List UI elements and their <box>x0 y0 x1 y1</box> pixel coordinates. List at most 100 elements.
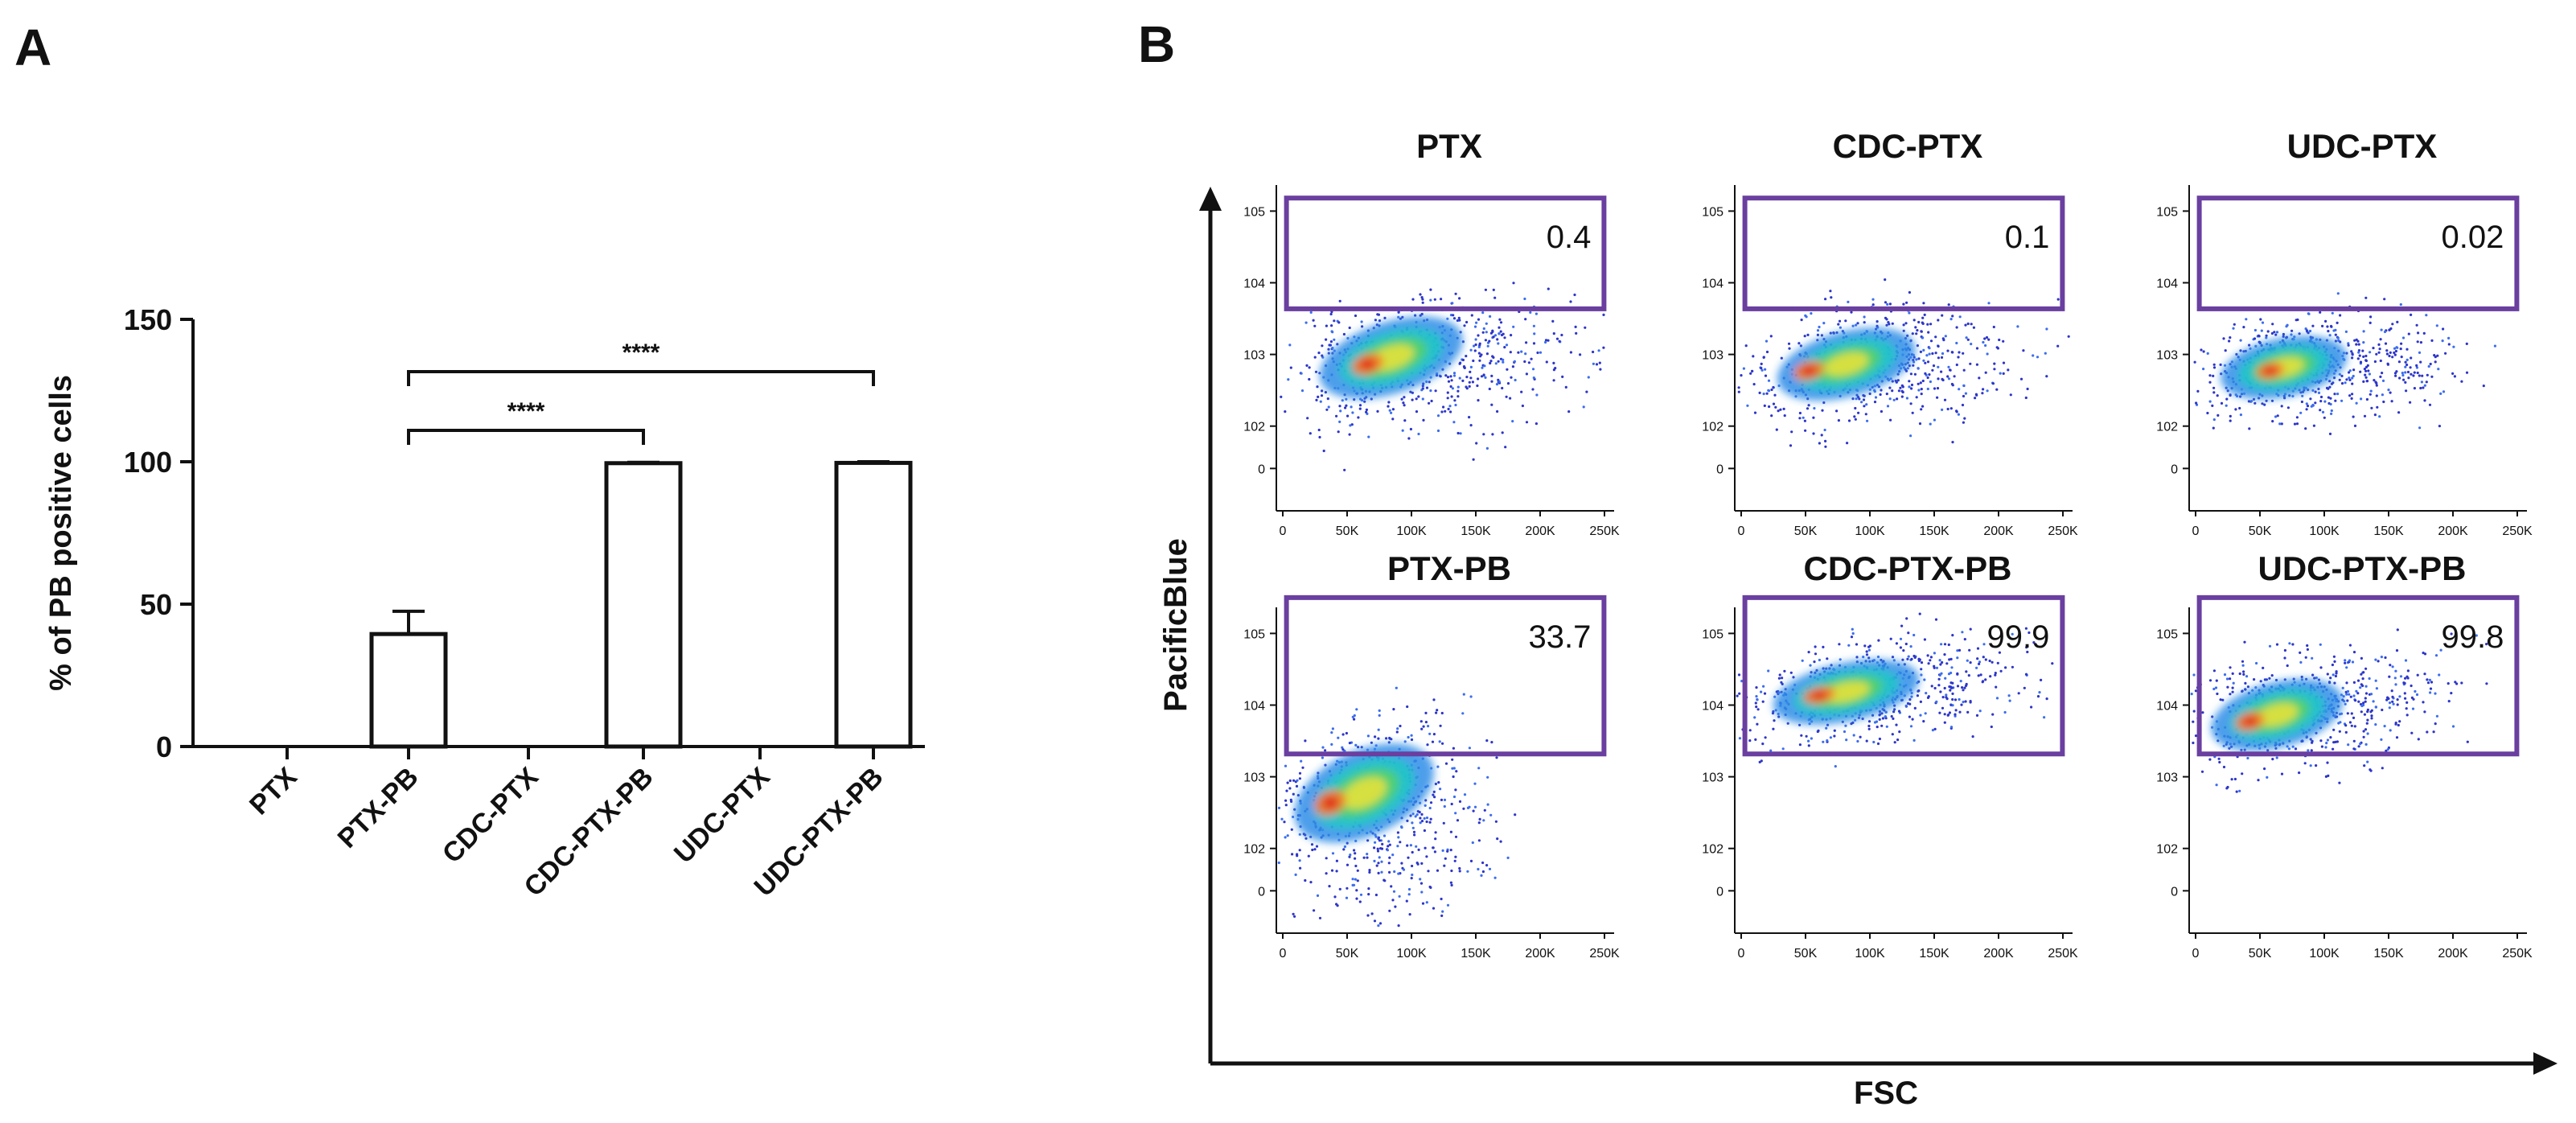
plot-x-tick-label: 200K <box>1983 524 2014 538</box>
plot-y-tick-label: 102 <box>2156 843 2178 857</box>
plot-x-tick-label: 100K <box>1855 524 1885 538</box>
panel-a-label: A <box>14 19 52 76</box>
plot-x-tick-label: 250K <box>1589 947 1620 961</box>
gate-rectangle <box>1284 195 1607 311</box>
plot-y-tick-label: 102 <box>1243 843 1265 857</box>
plot-y-tick-label: 103 <box>1243 349 1265 363</box>
gate-percent: 99.9 <box>1987 619 2050 655</box>
gate-rectangle <box>1742 195 2065 311</box>
plot-y-tick-label: 104 <box>1702 700 1723 714</box>
significance-bracket <box>407 370 875 386</box>
plot-y-tick-label: 103 <box>1702 349 1723 363</box>
plot-y-tick-label: 105 <box>1243 205 1265 219</box>
plot-x-tick-label: 100K <box>2309 524 2340 538</box>
plot-x-tick-label: 0 <box>1280 524 1287 538</box>
plot-y-tick-label: 104 <box>2156 700 2178 714</box>
plot-title: CDC-PTX-PB <box>1804 549 2012 587</box>
plot-x-tick-label: 150K <box>1919 524 1949 538</box>
plot-y-tick-label: 104 <box>1243 278 1265 291</box>
plot-x-tick-label: 200K <box>1525 947 1555 961</box>
plot-y-tick-label: 0 <box>1258 463 1265 476</box>
x-axis-arrow <box>2533 1052 2558 1075</box>
gate-rectangle <box>1284 594 1607 757</box>
plot-y-tick-label: 0 <box>1716 463 1723 476</box>
x-tick-label: PTX-PB <box>332 762 425 854</box>
plot-x-tick-label: 0 <box>1738 524 1745 538</box>
x-axis-title: FSC <box>1854 1076 1918 1111</box>
plot-x-tick-label: 100K <box>1855 947 1885 961</box>
gate-rectangle <box>2196 195 2520 311</box>
gate-percent: 99.8 <box>2442 619 2504 655</box>
density-layers <box>1773 659 1920 725</box>
plot-x-tick-label: 0 <box>2192 524 2200 538</box>
x-tick-label: UDC-PTX <box>668 762 776 870</box>
y-tick-label: 100 <box>124 446 172 479</box>
plot-x-tick-label: 50K <box>1336 947 1359 961</box>
gate-percent: 0.1 <box>2005 220 2050 255</box>
x-tick-label: PTX <box>244 762 303 821</box>
density-layers <box>1294 743 1434 843</box>
plot-y-tick-label: 105 <box>1702 205 1723 219</box>
y-tick-label: 150 <box>124 303 172 336</box>
plot-x-tick-label: 100K <box>2309 947 2340 961</box>
plot-y-tick-label: 0 <box>2171 463 2178 476</box>
bar <box>834 460 913 749</box>
gate-rectangle <box>2196 594 2520 757</box>
plot-x-tick-label: 200K <box>1983 947 2014 961</box>
plot-x-tick-label: 250K <box>2048 524 2078 538</box>
density-layers <box>2211 678 2344 751</box>
plot-y-tick-label: 104 <box>1243 700 1265 714</box>
plot-x-tick-label: 250K <box>2502 947 2533 961</box>
plot-y-tick-label: 0 <box>1716 885 1723 899</box>
plot-x-tick-label: 150K <box>2373 947 2404 961</box>
plot-y-tick-label: 103 <box>2156 349 2178 363</box>
plot-x-tick-label: 0 <box>2192 947 2200 961</box>
significance-label: **** <box>622 339 660 366</box>
plot-x-tick-label: 50K <box>2249 524 2272 538</box>
plot-x-tick-label: 150K <box>2373 524 2404 538</box>
significance-bracket <box>407 429 645 445</box>
plot-y-tick-label: 105 <box>1243 627 1265 641</box>
gate-percent: 0.02 <box>2442 220 2504 255</box>
plot-y-tick-label: 0 <box>1258 885 1265 899</box>
plot-x-tick-label: 250K <box>2048 947 2078 961</box>
y-axis-arrow <box>1199 187 1222 211</box>
bar <box>369 631 448 749</box>
plot-y-tick-label: 0 <box>2171 885 2178 899</box>
plot-x-tick-label: 150K <box>1919 947 1949 961</box>
gate-percent: 33.7 <box>1529 619 1592 655</box>
plot-x-tick-label: 0 <box>1738 947 1745 961</box>
flow-plot-ptx-pb: PTX-PB 105 104 103 102 0 0 50K 100K 150K 200K 250K 3… <box>1243 549 1620 961</box>
plot-x-tick-label: 0 <box>1280 947 1287 961</box>
panel-b-label: B <box>1138 15 1176 73</box>
plot-x-tick-label: 100K <box>1396 524 1427 538</box>
plot-y-tick-label: 102 <box>1243 421 1265 434</box>
plot-y-tick-label: 103 <box>1702 771 1723 785</box>
y-axis-title: PacificBlue <box>1158 538 1194 712</box>
plot-y-tick-label: 103 <box>1243 771 1265 785</box>
plot-x-tick-label: 100K <box>1396 947 1427 961</box>
plot-x-tick-label: 200K <box>2438 524 2468 538</box>
plot-y-tick-label: 105 <box>2156 627 2178 641</box>
plot-y-tick-label: 102 <box>1702 843 1723 857</box>
gate-rectangle <box>1742 594 2065 757</box>
plot-y-tick-label: 104 <box>1702 278 1723 291</box>
plot-x-tick-label: 250K <box>1589 524 1620 538</box>
plot-x-tick-label: 150K <box>1461 947 1491 961</box>
density-layers <box>2221 335 2348 400</box>
plot-title: CDC-PTX <box>1833 127 1983 165</box>
density-layers <box>1319 316 1463 399</box>
flow-plot-cdc-ptx: CDC-PTX 105 104 103 102 0 0 50K 100K 150K 200K 250K… <box>1702 127 2078 538</box>
y-tick-label: 0 <box>156 730 172 763</box>
bar-chart: 0 50 100 150 % of PB positive cells PTX PTX-PB… <box>44 303 925 903</box>
y-axis-label: % of PB positive cells <box>44 375 78 691</box>
plot-x-tick-label: 50K <box>1794 947 1818 961</box>
density-layers <box>1777 327 1916 401</box>
plot-y-tick-label: 102 <box>2156 421 2178 434</box>
y-tick-label: 50 <box>140 588 172 621</box>
x-tick-label: CDC-PTX <box>437 762 544 870</box>
plot-y-tick-label: 105 <box>1702 627 1723 641</box>
plot-x-tick-label: 50K <box>1336 524 1359 538</box>
bar <box>604 461 683 749</box>
